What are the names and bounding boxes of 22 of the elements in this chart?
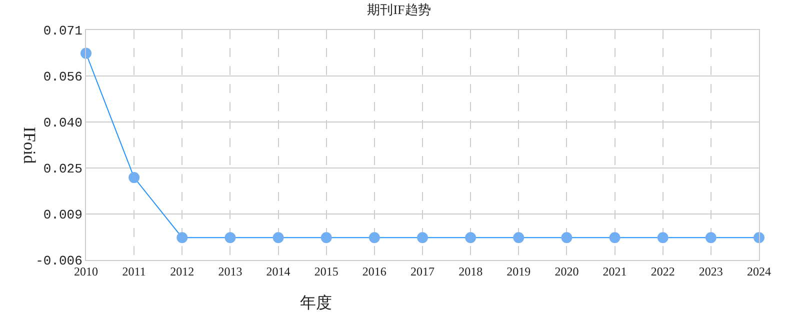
x-tick-label: 2015 xyxy=(314,264,338,278)
x-tick-label: 2018 xyxy=(458,264,483,278)
x-tick-label: 2022 xyxy=(650,264,675,278)
y-tick-label: 0.056 xyxy=(43,70,82,85)
y-axis-title: IFoid xyxy=(20,126,40,164)
x-tick-label: 2024 xyxy=(747,264,771,278)
x-axis-title: 年度 xyxy=(300,294,332,312)
x-tick-label: 2013 xyxy=(218,264,242,278)
x-tick-label: 2021 xyxy=(602,264,627,278)
y-tick-label: 0.071 xyxy=(43,24,83,39)
x-tick-label: 2014 xyxy=(266,264,290,278)
x-tick-label: 2023 xyxy=(698,264,723,278)
x-tick-label: 2011 xyxy=(122,264,146,278)
x-tick-label: 2020 xyxy=(554,264,579,278)
y-tick-label: 0.025 xyxy=(43,162,82,177)
x-tick-label: 2019 xyxy=(506,264,531,278)
x-tick-label: 2017 xyxy=(410,264,434,278)
y-tick-label: 0.009 xyxy=(43,208,82,223)
y-tick-label: 0.040 xyxy=(43,116,82,131)
x-tick-label: 2016 xyxy=(362,264,386,278)
x-tick-label: 2012 xyxy=(170,264,194,278)
chart-title: 期刊IF趋势 xyxy=(367,2,431,18)
